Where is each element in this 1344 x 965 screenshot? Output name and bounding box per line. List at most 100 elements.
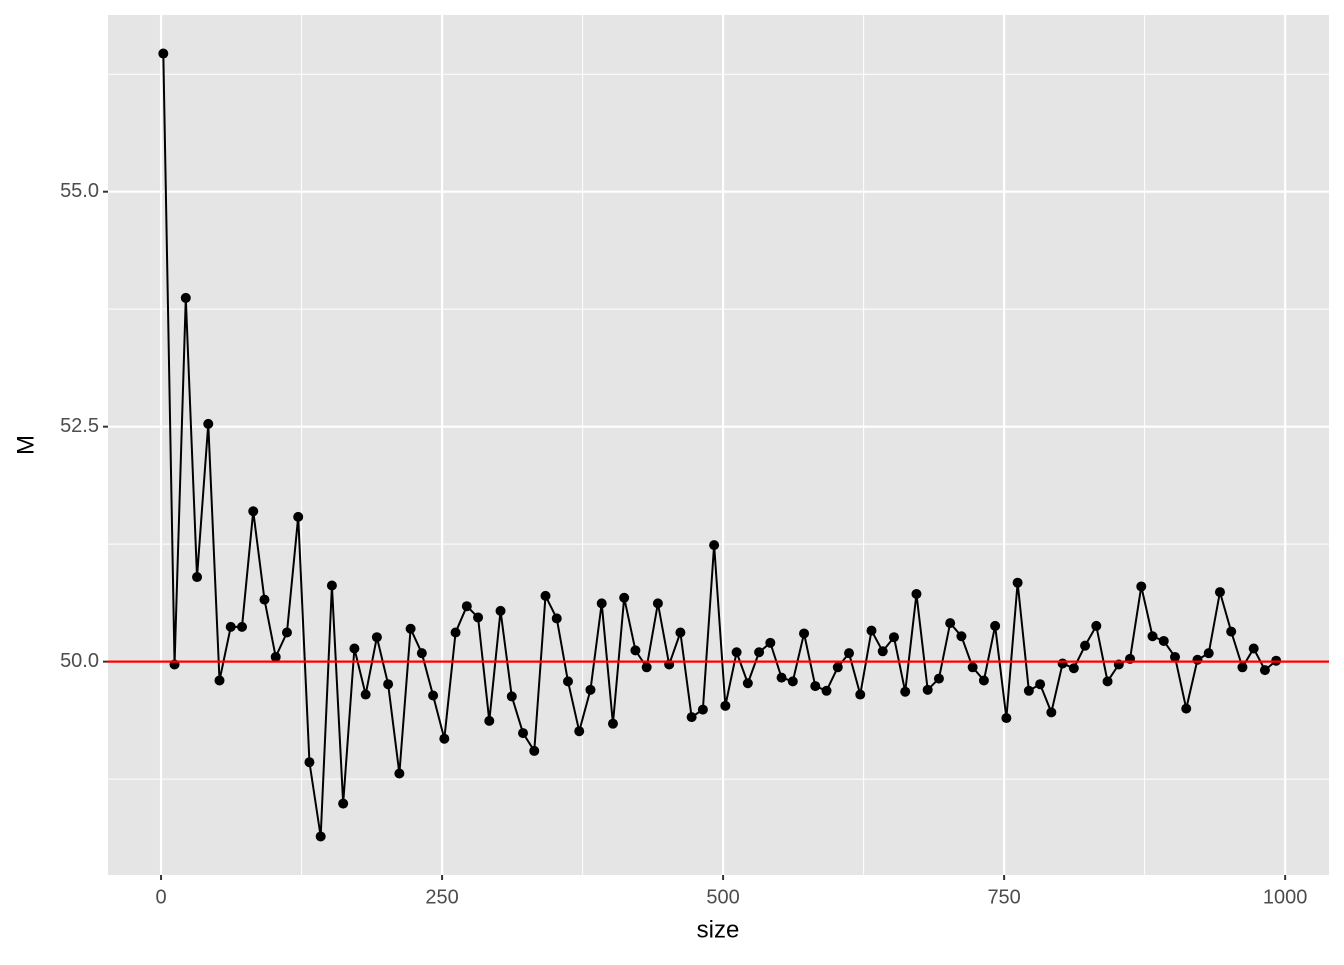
point bbox=[832, 662, 843, 673]
point bbox=[1237, 662, 1248, 673]
point bbox=[1158, 635, 1169, 646]
point bbox=[888, 632, 899, 643]
point bbox=[416, 648, 427, 659]
point bbox=[540, 590, 551, 601]
point bbox=[933, 673, 944, 684]
point bbox=[619, 592, 630, 603]
point bbox=[349, 643, 360, 654]
point bbox=[810, 681, 821, 692]
point bbox=[1203, 648, 1214, 659]
x-tick-label: 750 bbox=[987, 886, 1020, 908]
point bbox=[506, 691, 517, 702]
point bbox=[607, 718, 618, 729]
point bbox=[877, 646, 888, 657]
point bbox=[405, 623, 416, 634]
point bbox=[630, 645, 641, 656]
point bbox=[1091, 620, 1102, 631]
point bbox=[900, 686, 911, 697]
point bbox=[203, 418, 214, 429]
point bbox=[394, 768, 405, 779]
point bbox=[326, 580, 337, 591]
point bbox=[709, 540, 720, 551]
point bbox=[731, 647, 742, 658]
point bbox=[1259, 665, 1270, 676]
point bbox=[1192, 654, 1203, 665]
point bbox=[461, 601, 472, 612]
point bbox=[1214, 587, 1225, 598]
point bbox=[338, 798, 349, 809]
point bbox=[799, 628, 810, 639]
point bbox=[844, 648, 855, 659]
point bbox=[1068, 663, 1079, 674]
point bbox=[1023, 685, 1034, 696]
point bbox=[821, 685, 832, 696]
point bbox=[1102, 676, 1113, 687]
point bbox=[428, 690, 439, 701]
point bbox=[720, 700, 731, 711]
point bbox=[652, 598, 663, 609]
point bbox=[765, 637, 776, 648]
point bbox=[371, 632, 382, 643]
point bbox=[956, 631, 967, 642]
point bbox=[1001, 713, 1012, 724]
point bbox=[1147, 631, 1158, 642]
point bbox=[495, 605, 506, 616]
point bbox=[360, 689, 371, 700]
point bbox=[484, 715, 495, 726]
point bbox=[742, 678, 753, 689]
point bbox=[551, 613, 562, 624]
point bbox=[866, 625, 877, 636]
point bbox=[562, 676, 573, 687]
point bbox=[383, 679, 394, 690]
point bbox=[225, 621, 236, 632]
point bbox=[1248, 643, 1259, 654]
point bbox=[192, 572, 203, 583]
point bbox=[315, 831, 326, 842]
point bbox=[180, 292, 191, 303]
point bbox=[686, 712, 697, 723]
point bbox=[1046, 707, 1057, 718]
point bbox=[1136, 581, 1147, 592]
x-axis-title: size bbox=[697, 916, 740, 943]
point bbox=[1035, 679, 1046, 690]
point bbox=[922, 684, 933, 695]
y-tick-label: 52.5 bbox=[60, 415, 99, 437]
point bbox=[1057, 658, 1068, 669]
point bbox=[1226, 626, 1237, 637]
point bbox=[967, 662, 978, 673]
point bbox=[641, 662, 652, 673]
x-tick-label: 250 bbox=[425, 886, 458, 908]
point bbox=[236, 621, 247, 632]
point bbox=[304, 757, 315, 768]
point bbox=[518, 728, 529, 739]
point bbox=[248, 506, 259, 517]
point bbox=[697, 704, 708, 715]
point bbox=[270, 651, 281, 662]
point bbox=[1181, 703, 1192, 714]
point bbox=[990, 620, 1001, 631]
point bbox=[574, 726, 585, 737]
x-tick-label: 500 bbox=[706, 886, 739, 908]
panel bbox=[108, 15, 1329, 875]
y-tick-label: 55.0 bbox=[60, 180, 99, 202]
point bbox=[450, 627, 461, 638]
point bbox=[281, 627, 292, 638]
point bbox=[911, 588, 922, 599]
point bbox=[158, 48, 169, 59]
point bbox=[529, 745, 540, 756]
point bbox=[776, 672, 787, 683]
x-tick-label: 1000 bbox=[1263, 886, 1308, 908]
x-tick-label: 0 bbox=[155, 886, 166, 908]
point bbox=[675, 627, 686, 638]
point bbox=[214, 675, 225, 686]
series-line bbox=[162, 53, 1277, 837]
point bbox=[585, 684, 596, 695]
point bbox=[596, 598, 607, 609]
point bbox=[293, 511, 304, 522]
point bbox=[1080, 640, 1091, 651]
point bbox=[1012, 577, 1023, 588]
point bbox=[855, 689, 866, 700]
point bbox=[945, 618, 956, 629]
y-axis-title: M bbox=[12, 435, 39, 455]
